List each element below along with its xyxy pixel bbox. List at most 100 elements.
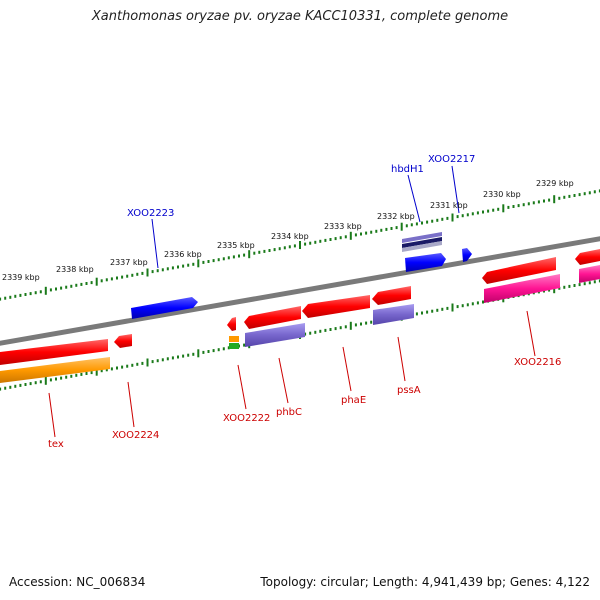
outer-tick-mark bbox=[482, 210, 484, 214]
inner-tick-mark bbox=[0, 387, 2, 391]
gene-label-phbc[interactable]: phbC bbox=[276, 407, 302, 418]
cds-phae[interactable] bbox=[302, 295, 370, 318]
outer-tick-mark bbox=[537, 200, 540, 204]
gene-label-hbdh1[interactable]: hbdH1 bbox=[391, 164, 424, 175]
outer-tick-mark bbox=[75, 283, 78, 287]
inner-tick-mark bbox=[197, 349, 200, 358]
outer-tick-mark bbox=[253, 251, 256, 255]
cds-xoo2222-green[interactable] bbox=[229, 343, 239, 349]
label-leaders bbox=[48, 165, 536, 438]
cds-xoo2218[interactable] bbox=[405, 253, 446, 272]
outer-tick-mark bbox=[248, 250, 251, 259]
outer-tick-mark bbox=[573, 194, 576, 197]
forward-strand-features bbox=[131, 232, 472, 319]
gene-label-xoo2224[interactable]: XOO2224 bbox=[112, 430, 159, 441]
outer-tick-mark bbox=[360, 232, 362, 236]
inner-tick-mark bbox=[482, 300, 484, 304]
cds-xoo2217[interactable] bbox=[462, 248, 472, 262]
tick-label: 2334 kbp bbox=[271, 232, 309, 241]
gene-label-pssa[interactable]: pssA bbox=[397, 385, 421, 396]
gene-label-tex[interactable]: tex bbox=[48, 439, 64, 450]
cds-xoo2216[interactable] bbox=[482, 257, 556, 284]
outer-tick-mark bbox=[212, 259, 215, 263]
outer-tick-mark bbox=[349, 231, 352, 240]
outer-tick-mark bbox=[583, 192, 586, 196]
outer-tick-mark bbox=[217, 258, 220, 262]
outer-tick-mark bbox=[415, 222, 418, 226]
inner-tick-mark bbox=[141, 361, 144, 365]
tick-label: 2331 kbp bbox=[430, 201, 468, 210]
cds-hbdh1-shadow[interactable] bbox=[402, 241, 442, 252]
cds-pssa-purple[interactable] bbox=[373, 304, 414, 325]
outer-tick-mark bbox=[258, 250, 261, 254]
cds-xoo2223[interactable] bbox=[131, 297, 198, 319]
outer-tick-mark bbox=[238, 254, 240, 258]
gene-label-xoo2222[interactable]: XOO2222 bbox=[223, 413, 270, 424]
gene-label-phae[interactable]: phaE bbox=[341, 395, 366, 406]
outer-tick-mark bbox=[0, 297, 2, 301]
outer-tick-mark bbox=[588, 191, 591, 195]
outer-tick-mark bbox=[263, 249, 266, 253]
outer-tick-mark bbox=[95, 277, 98, 286]
cds-xoo2222[interactable] bbox=[227, 317, 236, 331]
inner-tick-mark bbox=[105, 368, 108, 372]
cds-phbc-purple[interactable] bbox=[245, 323, 305, 347]
outer-tick-mark bbox=[400, 222, 403, 231]
inner-tick-mark bbox=[431, 309, 434, 313]
inner-tick-mark bbox=[24, 383, 27, 386]
cds-phbc[interactable] bbox=[244, 306, 301, 329]
inner-tick-mark bbox=[568, 284, 571, 288]
cds-hbdh1-top[interactable] bbox=[402, 232, 442, 243]
outer-tick-mark bbox=[461, 214, 464, 218]
outer-tick-mark bbox=[85, 282, 88, 285]
outer-tick-mark bbox=[121, 275, 124, 279]
inner-tick-mark bbox=[116, 366, 118, 370]
cds-edge-magenta[interactable] bbox=[579, 265, 600, 283]
outer-tick-mark bbox=[177, 265, 179, 269]
outer-tick-mark bbox=[558, 196, 561, 200]
inner-tick-mark bbox=[44, 376, 47, 385]
inner-tick-mark bbox=[95, 367, 98, 376]
outer-tick-mark bbox=[126, 274, 129, 278]
outer-tick-mark bbox=[90, 281, 93, 285]
outer-tick-mark bbox=[405, 224, 408, 228]
outer-tick-mark bbox=[390, 227, 393, 230]
outer-tick-mark bbox=[161, 268, 164, 272]
inner-tick-mark bbox=[131, 363, 134, 367]
inner-tick-mark bbox=[65, 375, 68, 379]
inner-tick-mark bbox=[156, 359, 159, 363]
outer-tick-mark bbox=[19, 293, 22, 297]
cds-tex-orange[interactable] bbox=[0, 357, 110, 383]
outer-tick-mark bbox=[522, 203, 525, 207]
outer-tick-mark bbox=[192, 262, 195, 266]
outer-tick-mark bbox=[568, 194, 571, 198]
cds-xoo2222-orange[interactable] bbox=[229, 336, 239, 342]
outer-tick-mark bbox=[273, 248, 276, 252]
tick-label: 2336 kbp bbox=[164, 250, 202, 259]
cds-xoo2216-magenta[interactable] bbox=[484, 274, 560, 303]
cds-tex[interactable] bbox=[0, 339, 108, 365]
outer-tick-mark bbox=[319, 239, 322, 243]
inner-tick-mark bbox=[471, 302, 474, 306]
outer-tick-mark bbox=[187, 263, 190, 267]
cds-pssa[interactable] bbox=[372, 286, 411, 305]
inner-tick-mark bbox=[55, 377, 57, 381]
gene-label-xoo2217[interactable]: XOO2217 bbox=[428, 154, 475, 165]
gene-label-xoo2216[interactable]: XOO2216 bbox=[514, 357, 561, 368]
cds-edge-red[interactable] bbox=[575, 249, 600, 265]
inner-tick-mark bbox=[304, 332, 307, 336]
inner-tick-mark bbox=[207, 350, 210, 353]
outer-tick-mark bbox=[466, 213, 469, 217]
outer-tick-mark bbox=[202, 260, 205, 264]
gene-label-xoo2223[interactable]: XOO2223 bbox=[127, 208, 174, 219]
cds-hbdh1[interactable] bbox=[402, 237, 442, 248]
inner-tick-mark bbox=[34, 381, 37, 385]
inner-tick-mark bbox=[339, 326, 342, 330]
inner-tick-mark bbox=[558, 286, 561, 290]
outer-tick-mark bbox=[497, 207, 500, 211]
inner-tick-mark bbox=[182, 354, 185, 358]
cds-xoo2224[interactable] bbox=[114, 334, 132, 348]
outer-tick-mark bbox=[380, 228, 383, 232]
outer-tick-mark bbox=[410, 223, 413, 227]
outer-tick-mark bbox=[141, 271, 144, 275]
